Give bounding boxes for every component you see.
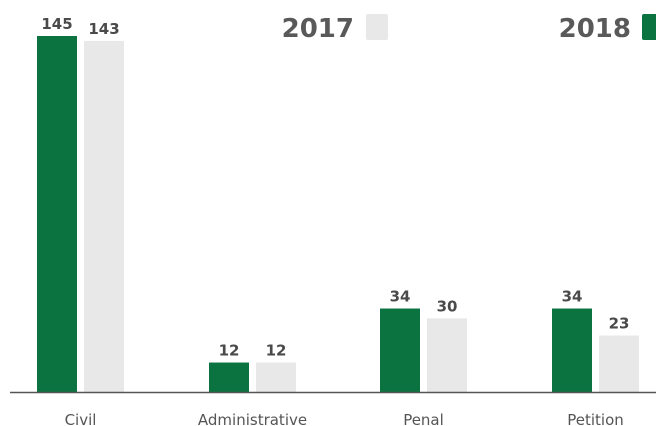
category-labels: Civil Administrative Penal Petition bbox=[65, 411, 624, 426]
legend-label-2018: 2018 bbox=[559, 14, 631, 44]
value-label-petition-2017: 23 bbox=[609, 315, 630, 333]
bar-civil-2018 bbox=[37, 36, 77, 392]
legend: 2017 2018 bbox=[282, 14, 656, 44]
bars bbox=[37, 36, 639, 393]
legend-swatch-2018 bbox=[642, 14, 656, 40]
value-label-petition-2018: 34 bbox=[562, 288, 583, 306]
value-label-civil-2017: 143 bbox=[88, 20, 119, 38]
value-label-penal-2017: 30 bbox=[437, 297, 458, 315]
bar-penal-2017 bbox=[427, 318, 467, 392]
bar-administrative-2018 bbox=[209, 362, 249, 392]
bar-penal-2018 bbox=[380, 308, 420, 392]
value-label-civil-2018: 145 bbox=[41, 15, 72, 33]
category-label-civil: Civil bbox=[65, 411, 97, 426]
legend-label-2017: 2017 bbox=[282, 14, 354, 44]
category-label-penal: Penal bbox=[403, 411, 444, 426]
bar-petition-2018 bbox=[552, 308, 592, 392]
legend-swatch-2017 bbox=[366, 14, 388, 40]
bar-petition-2017 bbox=[599, 335, 639, 392]
bar-civil-2017 bbox=[84, 40, 124, 393]
category-label-petition: Petition bbox=[567, 411, 624, 426]
value-label-administrative-2018: 12 bbox=[219, 342, 240, 360]
value-labels: 145 143 12 12 34 30 34 23 bbox=[41, 15, 629, 360]
category-label-administrative: Administrative bbox=[198, 411, 307, 426]
value-label-administrative-2017: 12 bbox=[266, 342, 287, 360]
bar-administrative-2017 bbox=[256, 362, 296, 392]
value-label-penal-2018: 34 bbox=[390, 288, 411, 306]
